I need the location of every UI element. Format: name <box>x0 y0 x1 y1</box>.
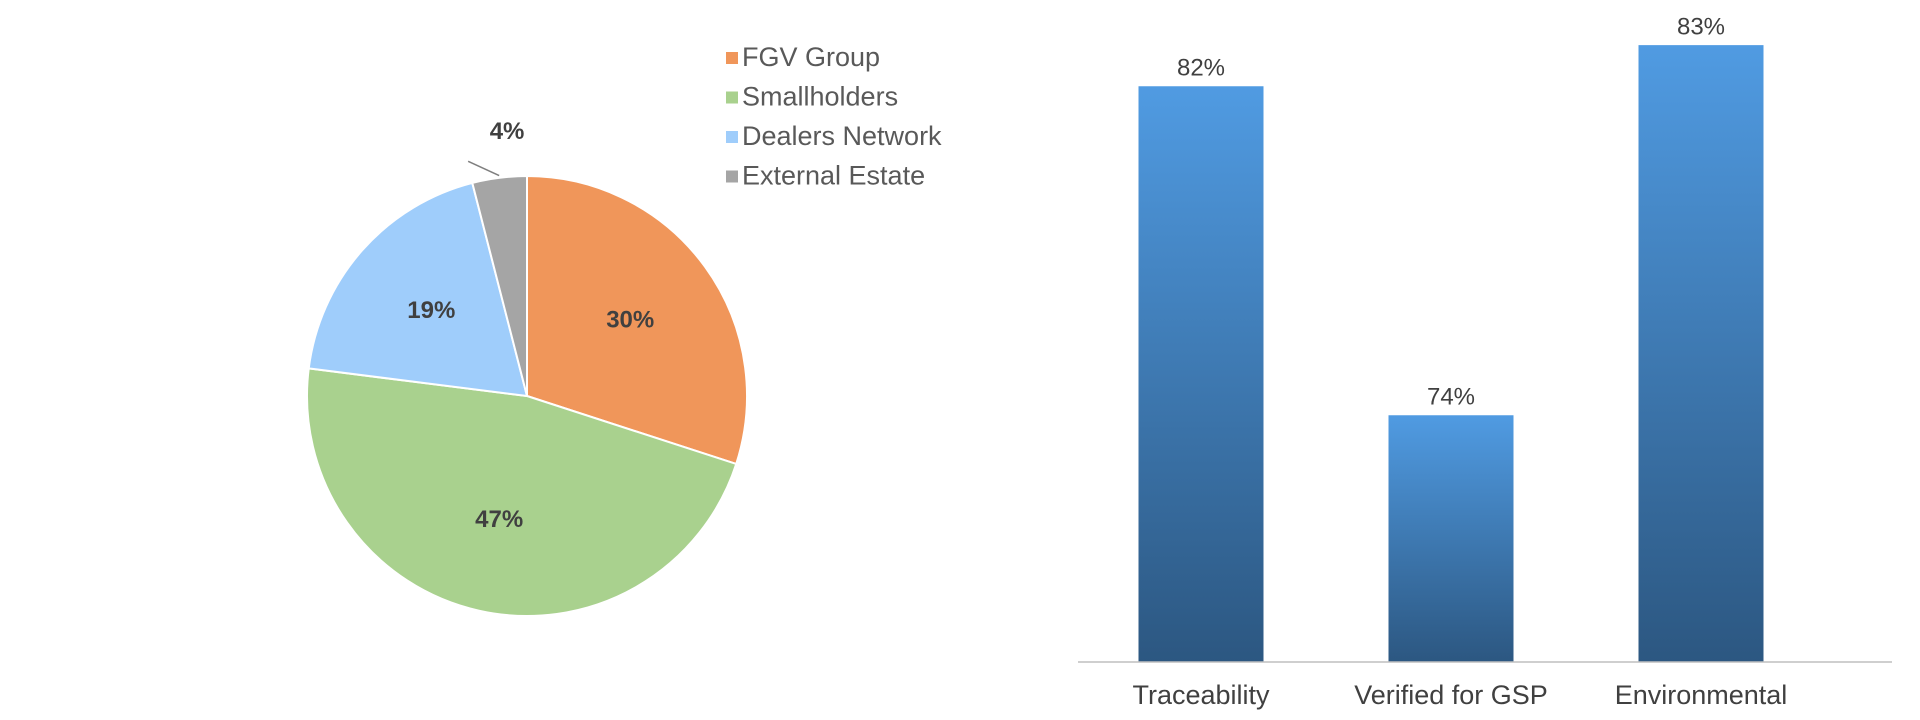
bar <box>1638 45 1764 662</box>
data-label: 19% <box>407 297 455 324</box>
legend-swatch <box>726 131 738 143</box>
legend-swatch <box>726 170 738 183</box>
bar <box>1138 86 1264 662</box>
x-tick-label: Traceability <box>1132 680 1270 710</box>
legend-label: FGV Group <box>742 42 880 72</box>
pie-slice <box>306 367 738 617</box>
legend-swatch <box>726 52 738 64</box>
pie-slice <box>471 174 528 397</box>
pie-slice <box>307 181 529 398</box>
legend-label: Dealers Network <box>742 121 942 151</box>
x-tick-label: Environmental <box>1615 680 1788 710</box>
data-label: 83% <box>1677 13 1725 40</box>
legend-label: External Estate <box>742 161 925 191</box>
data-label: 30% <box>606 306 654 333</box>
x-tick-label: Verified for GSP <box>1354 680 1548 710</box>
legend-swatch <box>726 91 738 104</box>
leader-line <box>467 160 500 177</box>
data-label: 47% <box>475 506 523 533</box>
data-label: 74% <box>1427 384 1475 411</box>
data-label: 4% <box>490 118 525 145</box>
bar <box>1388 415 1514 662</box>
data-label: 82% <box>1177 55 1225 82</box>
legend-label: Smallholders <box>742 82 898 112</box>
pie-slice <box>526 174 748 466</box>
